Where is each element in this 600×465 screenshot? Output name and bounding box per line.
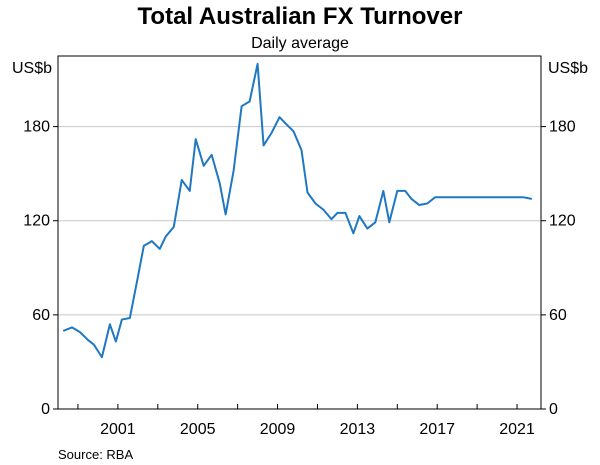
x-tick-label-2001: 2001 (100, 421, 136, 438)
series-layer (62, 62, 533, 359)
right-y-tick-label-60: 60 (549, 307, 567, 324)
right-y-tick-label-120: 120 (549, 213, 576, 230)
series-line-0 (62, 62, 533, 359)
source-note: Source: RBA (58, 447, 133, 462)
left-y-tick-label-60: 60 (32, 307, 50, 324)
x-tick-label-2017: 2017 (419, 421, 455, 438)
left-unit-label: US$b (12, 60, 52, 77)
tick-marks (53, 126, 546, 410)
right-unit-label: US$b (548, 60, 588, 77)
left-y-tick-label-180: 180 (23, 119, 50, 136)
left-y-tick-label-120: 120 (23, 213, 50, 230)
x-tick-label-2005: 2005 (180, 421, 216, 438)
x-tick-label-2021: 2021 (499, 421, 535, 438)
tick-labels: 0 0 60 60 120 120 180 180 2001 2005 2009 2013 2017 20… (23, 119, 576, 438)
chart-subtitle: Daily average (251, 35, 349, 52)
chart-title: Total Australian FX Turnover (138, 3, 463, 30)
left-y-tick-label-0: 0 (41, 401, 50, 418)
x-tick-label-2013: 2013 (340, 421, 376, 438)
x-tick-label-2009: 2009 (260, 421, 296, 438)
right-y-tick-label-0: 0 (549, 401, 558, 418)
plot-frame (57, 55, 542, 410)
right-y-tick-label-180: 180 (549, 119, 576, 136)
gridlines (58, 126, 541, 316)
